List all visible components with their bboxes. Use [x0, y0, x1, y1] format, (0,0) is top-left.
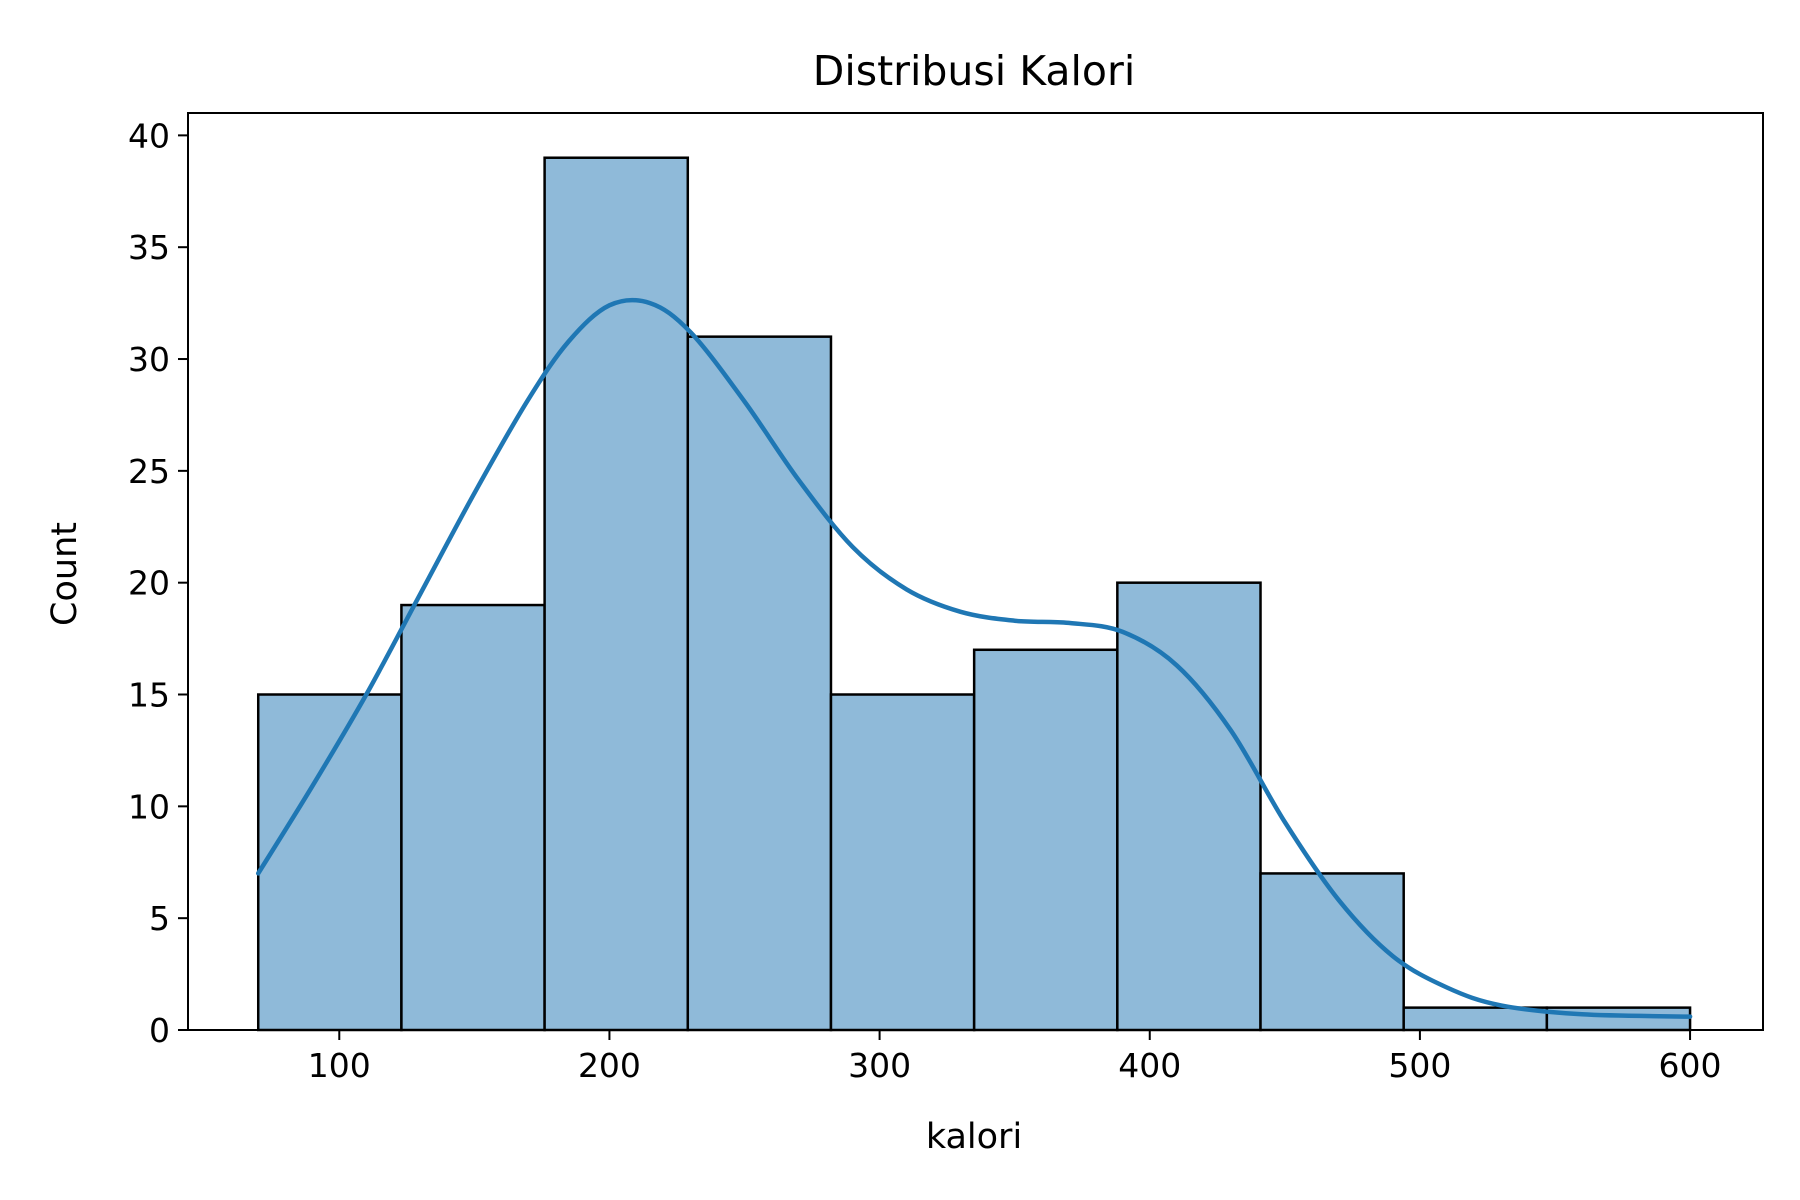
y-tick-label-20: 20: [128, 564, 170, 603]
histogram-bar-7: [1116, 581, 1262, 1032]
histogram-bar-1: [256, 693, 403, 1032]
x-tick-label-600: 600: [1659, 1046, 1722, 1085]
histogram-bars: [256, 156, 1692, 1032]
histogram-bar-8: [1259, 872, 1405, 1032]
y-axis-ticks: 0 5 10 15 20 25 30 35 40: [128, 116, 188, 1050]
y-tick-label-35: 35: [128, 228, 170, 267]
plot-area-frame: [187, 112, 1764, 1031]
x-tick-label-100: 100: [308, 1046, 371, 1085]
chart-title: Distribusi Kalori: [813, 47, 1135, 95]
y-tick-label-0: 0: [149, 1011, 170, 1050]
x-axis-ticks: 100 200 300 400 500 600: [308, 1030, 1722, 1085]
kde-curve: [255, 297, 1693, 1019]
x-tick-label-200: 200: [578, 1046, 641, 1085]
histogram-bar-3: [543, 156, 690, 1032]
y-tick-label-10: 10: [128, 787, 170, 826]
x-tick-label-400: 400: [1118, 1046, 1181, 1085]
y-axis-label: Count: [45, 522, 85, 626]
histogram-bar-2: [400, 603, 546, 1032]
x-tick-label-300: 300: [848, 1046, 911, 1085]
y-tick-label-25: 25: [128, 452, 170, 491]
y-tick-label-5: 5: [149, 899, 170, 938]
histogram-bar-6: [972, 648, 1119, 1032]
histogram-bar-10: [1545, 1006, 1692, 1032]
histogram-bar-5: [829, 693, 976, 1032]
histogram-bar-4: [686, 335, 833, 1032]
y-tick-label-30: 30: [128, 340, 170, 379]
x-axis-label: kalori: [926, 1117, 1022, 1157]
x-tick-label-500: 500: [1388, 1046, 1451, 1085]
y-tick-label-15: 15: [128, 676, 170, 715]
y-tick-label-40: 40: [128, 116, 170, 155]
